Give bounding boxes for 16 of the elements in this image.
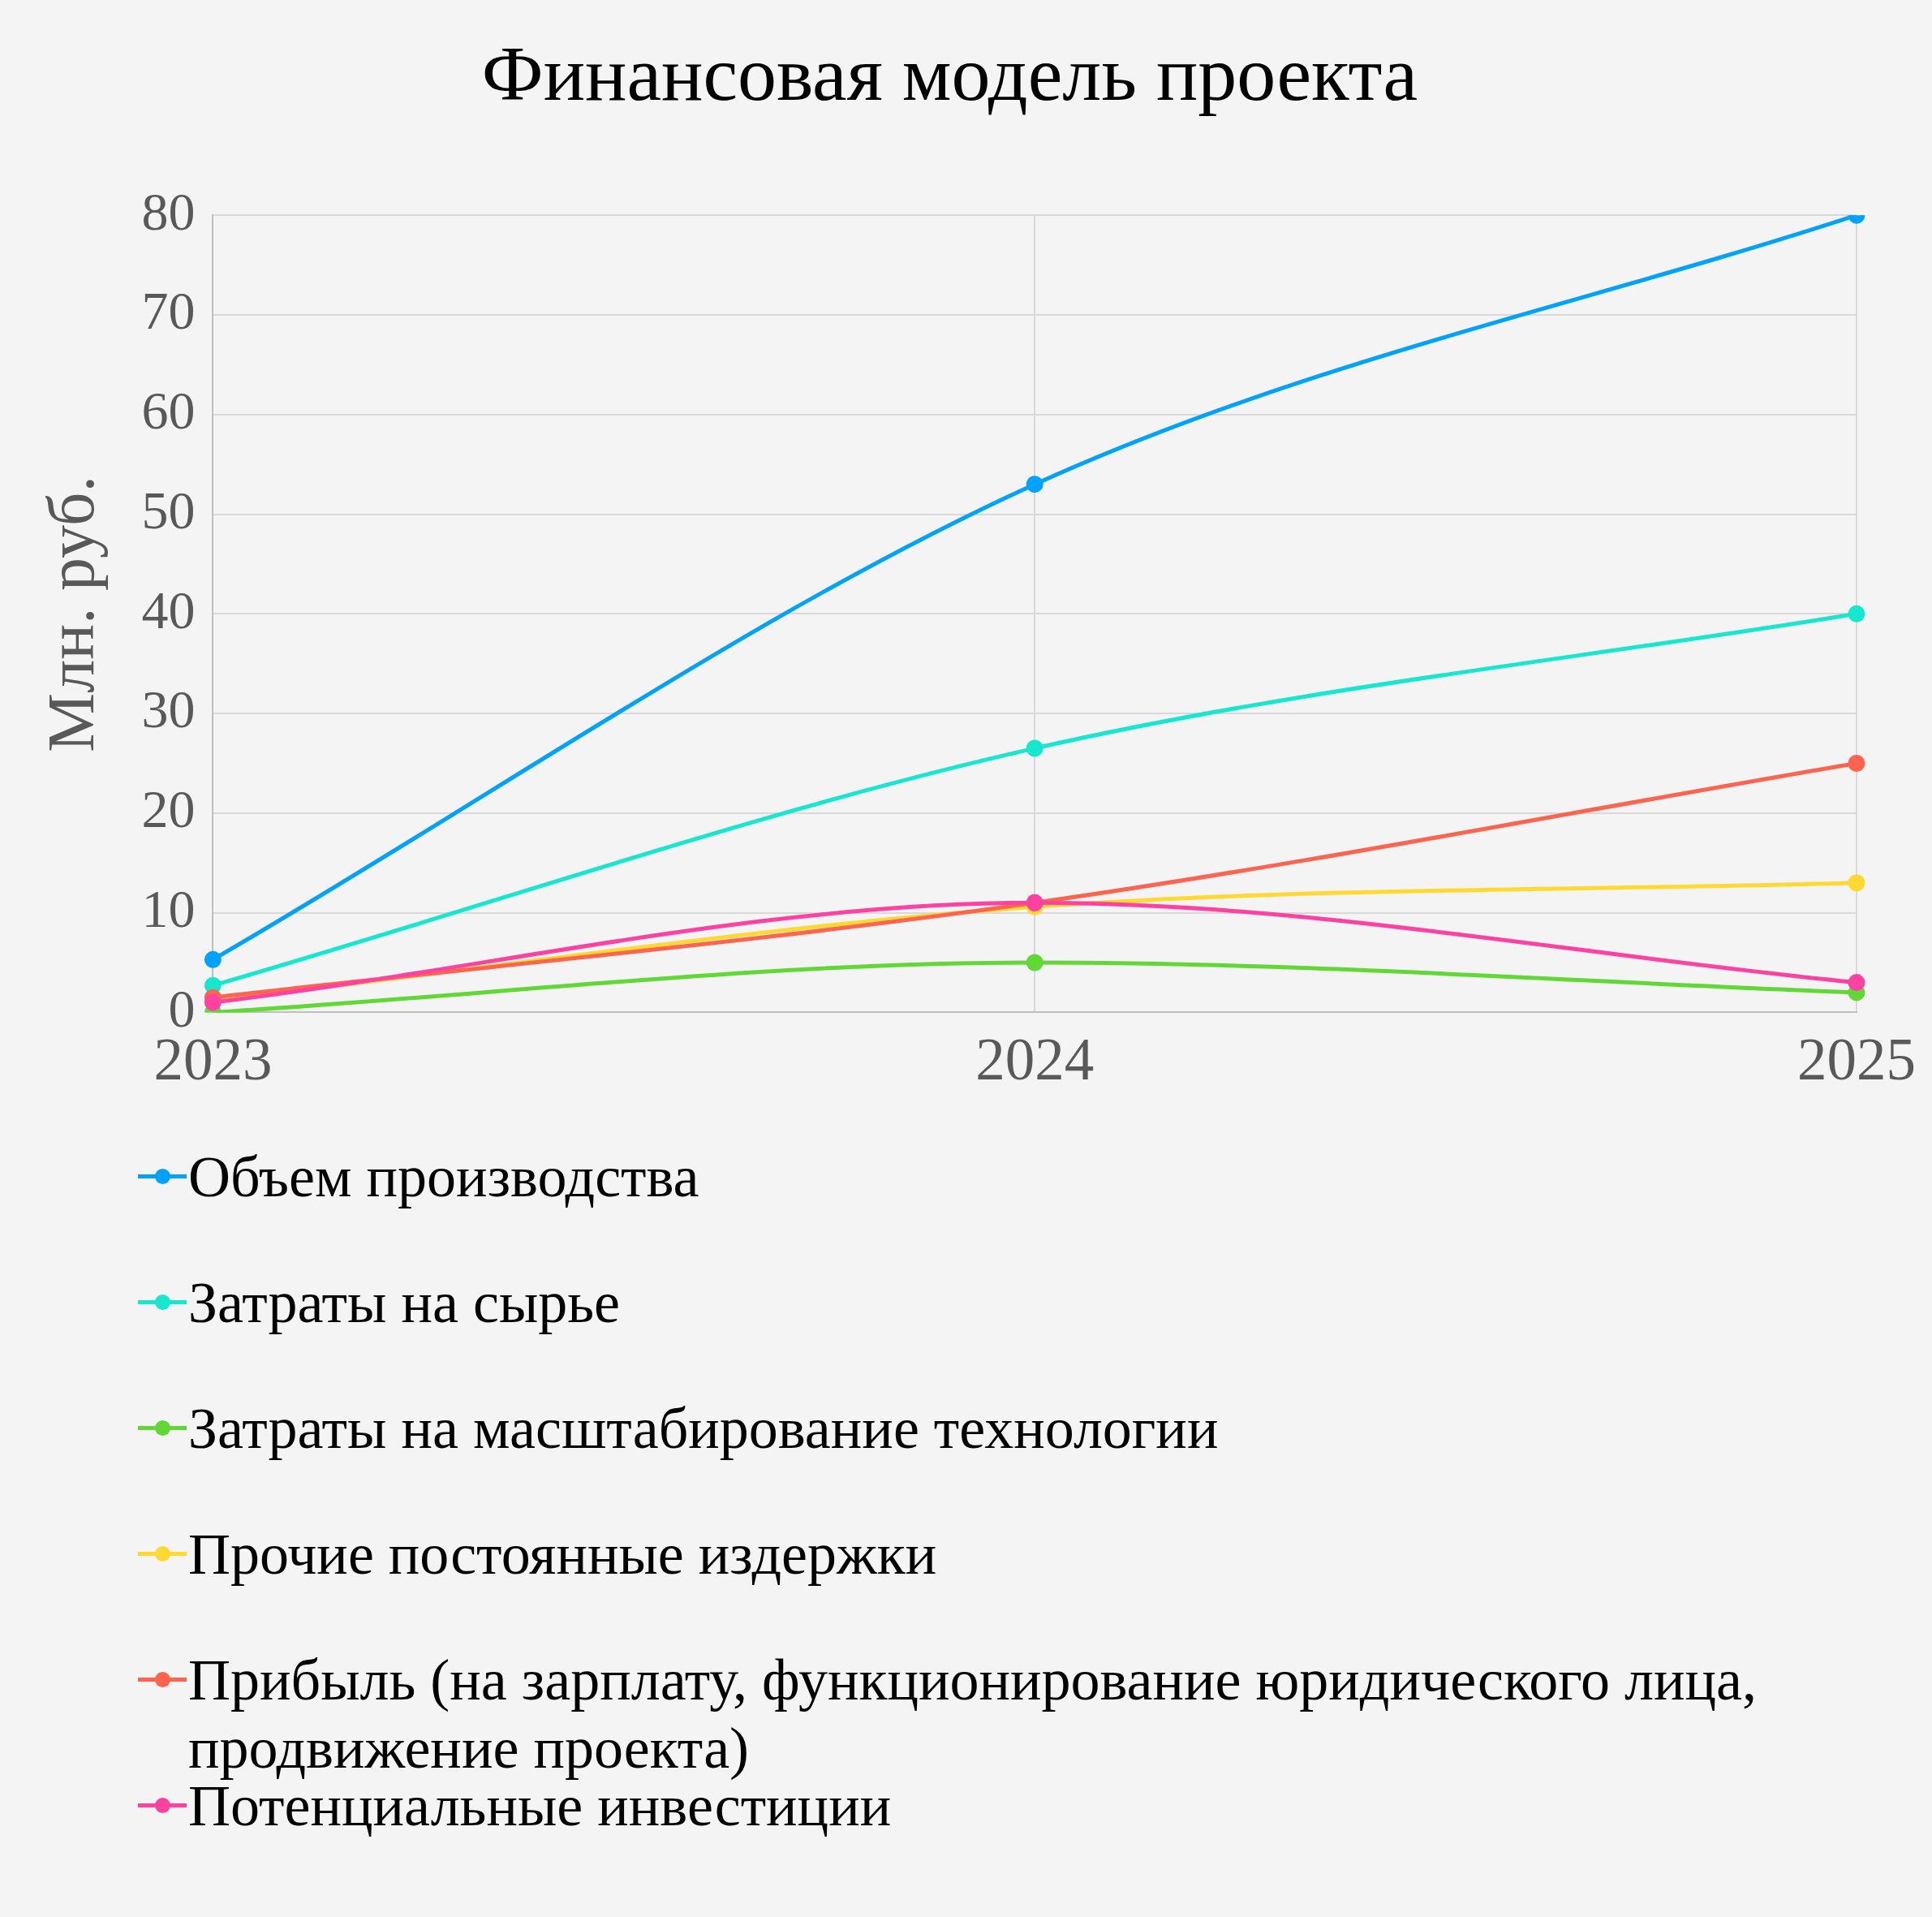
y-tick-label: 50 (141, 480, 196, 540)
y-tick-label: 80 (141, 181, 196, 241)
y-tick-label: 60 (141, 381, 196, 441)
y-tick-label: 40 (141, 579, 196, 640)
x-tick-label: 2025 (1797, 1027, 1916, 1093)
y-tick-label: 30 (141, 679, 196, 739)
y-tick-label: 70 (141, 281, 196, 341)
chart-title: Финансовая модель проекта (481, 29, 1418, 117)
x-tick-label: 2024 (975, 1027, 1095, 1093)
legend-label: Прочие постоянные издержки (188, 1521, 937, 1588)
y-tick-label: 20 (141, 779, 196, 839)
legend-label: Объем производства (188, 1144, 699, 1211)
legend-label: Затраты на сырье (188, 1269, 621, 1337)
legend-label: Затраты на масштабирование технологии (188, 1395, 1219, 1463)
y-tick-label: 10 (141, 878, 196, 938)
y-axis-title: Млн. руб. (33, 475, 108, 752)
